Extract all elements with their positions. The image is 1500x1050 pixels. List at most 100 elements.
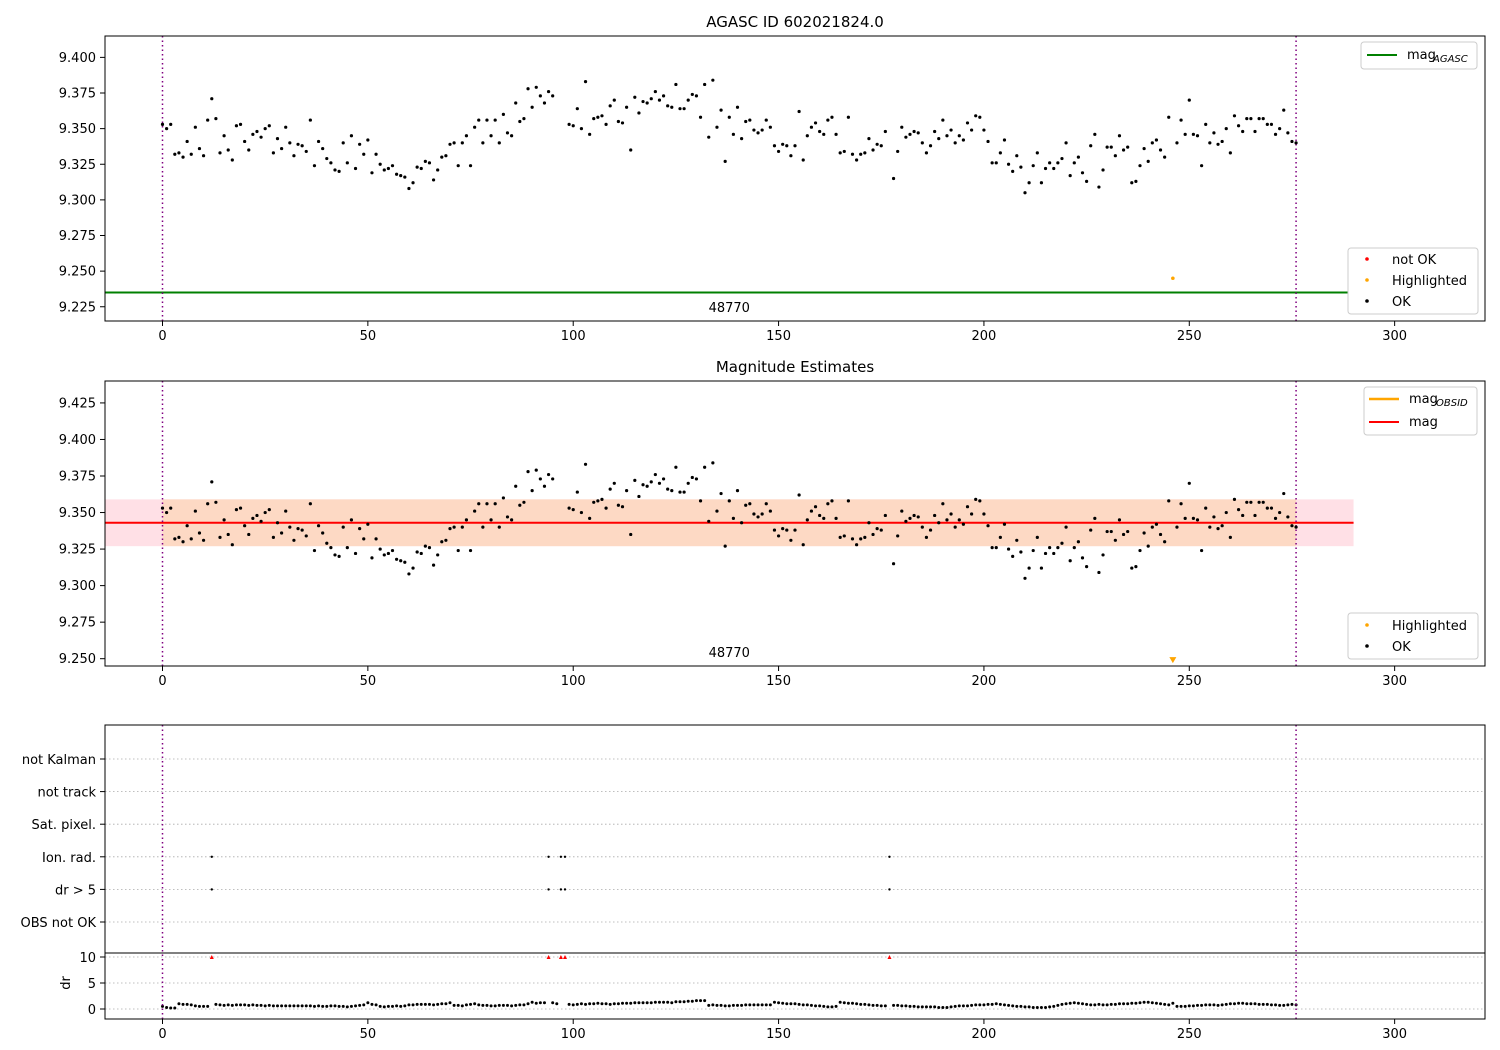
panel1-point-ok: [501, 112, 505, 116]
panel3-dr-point: [469, 1002, 473, 1006]
panel2-point-ok: [719, 491, 723, 496]
panel3-dr-point: [579, 1002, 583, 1006]
panel1-point-ok: [234, 124, 239, 128]
panel1-ytick-label: 9.225: [59, 300, 96, 315]
panel3-xtick-label: 150: [766, 1027, 791, 1042]
panel1-legend-lines-box: [1360, 41, 1478, 70]
panel3-dr-point: [670, 1001, 674, 1005]
panel1-point-ok: [173, 152, 177, 156]
panel3-flag-point: [563, 855, 567, 858]
panel1-point-ok: [366, 138, 370, 142]
panel2-point-ok: [353, 551, 358, 556]
panel2-point-ok: [1278, 510, 1282, 515]
panel1-point-ok: [296, 142, 300, 146]
panel1-point-ok: [312, 164, 317, 168]
panel2-point-ok: [830, 499, 834, 503]
panel3-dr-point: [879, 1004, 883, 1008]
panel1-point-ok: [485, 118, 489, 122]
panel1-point-ok: [1187, 98, 1191, 102]
panel3-dr-point: [809, 1003, 813, 1007]
panel1-point-ok: [1130, 181, 1134, 185]
panel1-point-ok: [727, 115, 731, 119]
panel2-point-ok: [1220, 524, 1224, 528]
panel1-point-ok: [1257, 117, 1261, 121]
panel3-dr-point: [1257, 1002, 1261, 1006]
panel3-dr-point: [736, 1003, 739, 1007]
panel2-point-ok: [1126, 529, 1130, 534]
panel1-point-ok: [341, 141, 345, 145]
panel2-point-ok: [329, 546, 333, 550]
panel1-point-ok: [719, 108, 723, 112]
panel2-point-ok: [772, 528, 777, 532]
panel1-point-ok: [1212, 131, 1216, 135]
panel1-point-ok: [460, 141, 464, 145]
panel1-point-ok: [690, 92, 694, 97]
panel2-point-ok: [666, 487, 670, 491]
panel3-dr-point: [772, 1000, 776, 1004]
panel1-point-ok: [226, 148, 230, 152]
panel2-point-ok: [620, 505, 625, 509]
panel2-point-ok: [1282, 491, 1286, 496]
panel2-xtick-label: 300: [1382, 674, 1407, 689]
panel3-dr-point: [1011, 1004, 1015, 1008]
panel3-dr-point: [1101, 1003, 1105, 1007]
panel1-point-ok: [1043, 166, 1048, 171]
panel2-point-ok: [255, 513, 259, 518]
panel3-dr-point: [707, 1003, 711, 1007]
panel1-point-ok: [694, 94, 699, 98]
panel2-point-ok: [781, 527, 785, 531]
panel2-point-ok: [510, 518, 514, 522]
panel3-dr-point: [998, 1002, 1002, 1006]
panel3-dr-point: [1068, 1001, 1072, 1005]
panel1-point-ok: [505, 131, 510, 135]
panel1-point-ok: [316, 139, 321, 144]
panel3-dr-point: [855, 1002, 859, 1006]
panel3-dr-point: [1150, 1001, 1154, 1005]
panel3-dr-point: [464, 1003, 468, 1007]
panel1-point-ok: [489, 134, 493, 138]
panel2-legend-swatch: [1365, 623, 1369, 627]
panel1-point-ok: [1101, 168, 1105, 172]
panel2-point-ok: [567, 506, 571, 510]
panel2-point-ok: [703, 465, 707, 469]
panel2-point-ok: [280, 531, 284, 535]
panel2-point-ok: [177, 535, 181, 539]
panel1-point-ok: [530, 105, 534, 109]
panel1-point-ok: [1076, 155, 1080, 159]
panel3-dr-point: [1187, 1004, 1191, 1008]
panel3-dr-point: [1274, 1003, 1278, 1007]
panel2-point-ok: [448, 527, 452, 531]
panel1-ytick-label: 9.375: [59, 87, 96, 102]
panel1-point-ok: [670, 105, 674, 109]
panel3-dr-point: [349, 1004, 353, 1008]
panel3-dr-point: [247, 1003, 251, 1007]
panel1-point-ok: [411, 181, 415, 185]
panel2-point-ok: [859, 537, 863, 541]
panel2-point-ok: [358, 527, 362, 531]
panel2-point-ok: [304, 534, 308, 538]
panel3-dr-point: [296, 1004, 300, 1008]
panel2-point-ok: [185, 524, 189, 528]
panel3-dr-point: [354, 1004, 358, 1008]
panel2-point-ok: [928, 528, 933, 532]
panel3-dr-point: [1060, 1002, 1064, 1006]
panel1-point-ok: [440, 155, 444, 159]
panel2-point-ok: [1089, 528, 1093, 532]
panel1-point-ok: [592, 117, 596, 121]
panel2-point-ok: [325, 541, 329, 545]
panel3-dr-point: [506, 1003, 509, 1007]
panel2-point-ok: [263, 510, 267, 515]
panel2-point-ok: [1261, 500, 1265, 504]
panel3-dr-point: [690, 999, 694, 1003]
panel3-dr-point: [448, 1001, 452, 1005]
panel3-dr-tick-label: 5: [88, 977, 96, 992]
panel1-ytick-label: 9.275: [59, 229, 96, 244]
panel3-dr-point: [267, 1003, 271, 1007]
panel2-point-ok: [760, 512, 764, 516]
panel3-dr-point: [961, 1004, 965, 1008]
panel3-dr-point: [304, 1004, 308, 1008]
panel3-dr-point: [522, 1003, 526, 1007]
panel3-dr-point: [838, 1000, 842, 1004]
panel1-point-ok: [834, 132, 838, 136]
panel2-ytick-label: 9.275: [59, 616, 96, 631]
